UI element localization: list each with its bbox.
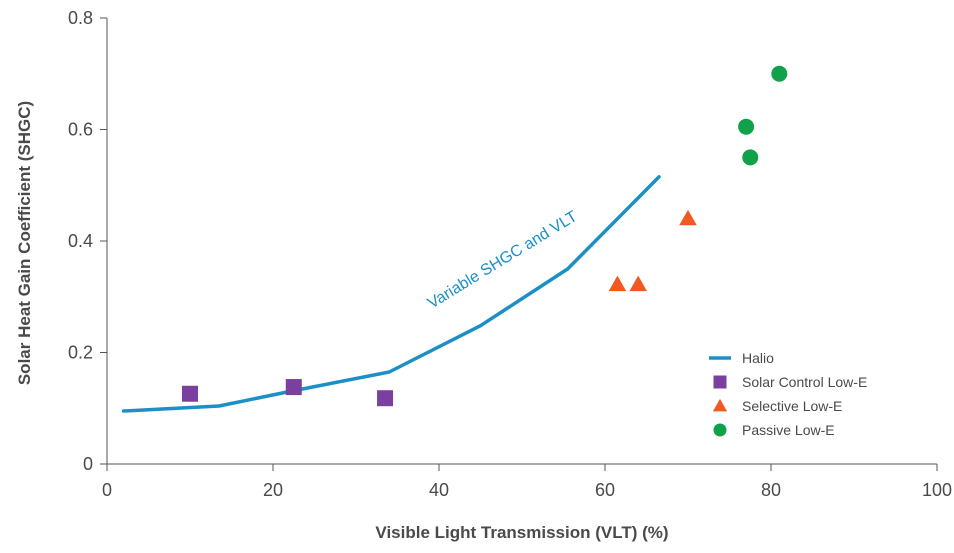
x-tick-label: 60 [595,480,615,500]
legend: Halio Solar Control Low-E Selective Low-E P… [709,350,867,438]
passive-low-e-point [771,65,788,82]
solar-control-low-e-point [182,385,198,402]
legend-swatch [713,375,727,389]
passive-low-e-point [738,118,755,135]
legend-swatch [712,398,728,412]
series-halio [121,175,661,413]
y-tick-label: 0.8 [68,8,93,28]
legend-label: Passive Low-E [742,422,835,438]
halio-line [121,175,661,413]
y-tick-label: 0.4 [68,231,93,251]
x-tick-label: 20 [263,480,283,500]
legend-label: Solar Control Low-E [742,374,867,390]
y-tick-label: 0 [83,454,93,474]
x-tick-label: 40 [429,480,449,500]
selective-low-e-point [629,275,647,292]
legend-label: Halio [742,350,774,366]
x-axis-title: Visible Light Transmission (VLT) (%) [375,523,668,542]
passive-low-e-point [742,149,759,166]
y-tick-label: 0.2 [68,343,93,363]
legend-item-selective-low-e: Selective Low-E [712,398,842,414]
axes: 0 20 40 60 80 100 0 0.2 0.4 0.6 0.8 [68,8,952,500]
solar-control-low-e-point [377,390,394,407]
y-tick-label: 0.6 [68,120,93,140]
y-axis-title: Solar Heat Gain Coefficient (SHGC) [15,101,34,385]
series-passive-low-e [738,65,788,166]
annotation-variable-shgc-vlt: Variable SHGC and VLT [425,208,581,312]
x-tick-label: 100 [922,480,952,500]
legend-item-passive-low-e: Passive Low-E [713,422,835,438]
selective-low-e-point [608,275,627,292]
x-tick-label: 80 [761,480,781,500]
selective-low-e-point [679,209,697,226]
legend-swatch [713,423,727,437]
x-tick-label: 0 [102,480,112,500]
legend-label: Selective Low-E [742,398,842,414]
series-selective-low-e [608,209,697,292]
plot-area [121,65,788,413]
solar-control-low-e-point [285,379,302,396]
legend-item-solar-control-low-e: Solar Control Low-E [713,374,867,390]
legend-item-halio: Halio [709,350,774,366]
series-solar-control-low-e [182,379,394,407]
